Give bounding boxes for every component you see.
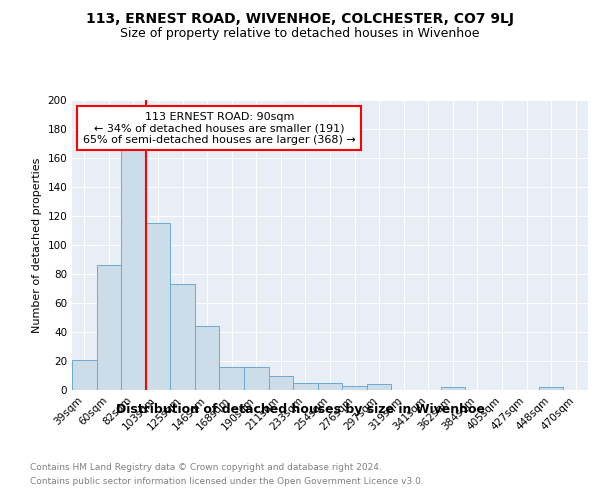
Bar	[269, 376, 293, 390]
Bar	[97, 266, 121, 390]
Text: 113, ERNEST ROAD, WIVENHOE, COLCHESTER, CO7 9LJ: 113, ERNEST ROAD, WIVENHOE, COLCHESTER, …	[86, 12, 514, 26]
Bar	[342, 386, 367, 390]
Bar	[121, 144, 146, 390]
Bar	[72, 360, 97, 390]
Bar	[367, 384, 391, 390]
Bar	[146, 223, 170, 390]
Bar	[440, 387, 465, 390]
Bar	[293, 383, 318, 390]
Text: 113 ERNEST ROAD: 90sqm
← 34% of detached houses are smaller (191)
65% of semi-de: 113 ERNEST ROAD: 90sqm ← 34% of detached…	[83, 112, 356, 145]
Bar	[539, 387, 563, 390]
Text: Contains HM Land Registry data © Crown copyright and database right 2024.: Contains HM Land Registry data © Crown c…	[30, 462, 382, 471]
Bar	[195, 326, 220, 390]
Bar	[318, 383, 342, 390]
Text: Contains public sector information licensed under the Open Government Licence v3: Contains public sector information licen…	[30, 478, 424, 486]
Bar	[244, 367, 269, 390]
Text: Size of property relative to detached houses in Wivenhoe: Size of property relative to detached ho…	[120, 28, 480, 40]
Bar	[220, 367, 244, 390]
Text: Distribution of detached houses by size in Wivenhoe: Distribution of detached houses by size …	[115, 402, 485, 415]
Y-axis label: Number of detached properties: Number of detached properties	[32, 158, 42, 332]
Bar	[170, 284, 195, 390]
